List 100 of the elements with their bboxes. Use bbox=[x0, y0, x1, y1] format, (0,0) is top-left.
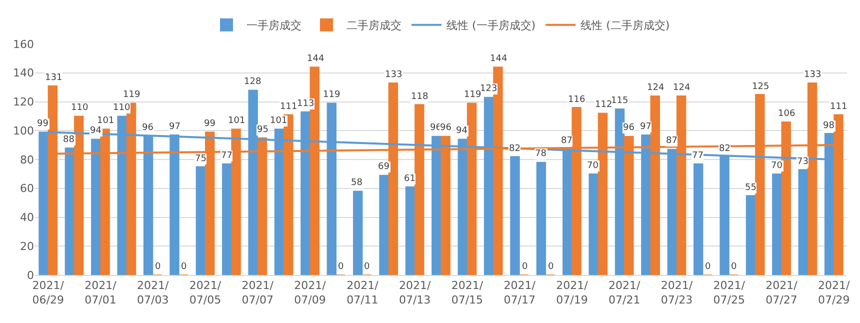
x-tick-label: 2021/07/25 bbox=[713, 279, 746, 306]
y-tick-label: 140 bbox=[13, 66, 34, 80]
data-label: 128 bbox=[244, 77, 262, 87]
x-tick-label: 2021/07/19 bbox=[556, 279, 588, 306]
data-label: 0 bbox=[338, 262, 344, 272]
bar bbox=[405, 186, 416, 275]
y-tick-label: 80 bbox=[20, 153, 34, 166]
data-label: 94 bbox=[456, 126, 468, 136]
bar bbox=[222, 163, 232, 275]
data-label: 125 bbox=[752, 82, 770, 92]
data-label: 98 bbox=[823, 121, 835, 131]
legend-label: 二手房成交 bbox=[346, 19, 402, 32]
bar bbox=[196, 166, 206, 275]
data-label: 99 bbox=[37, 119, 49, 129]
data-label: 73 bbox=[797, 157, 808, 167]
data-label: 99 bbox=[204, 119, 216, 129]
data-label: 115 bbox=[611, 96, 628, 106]
x-tick-label: 2021/07/05 bbox=[189, 279, 222, 306]
y-tick-label: 20 bbox=[20, 240, 34, 253]
bar bbox=[746, 195, 756, 275]
data-label: 144 bbox=[307, 54, 324, 64]
data-label: 113 bbox=[297, 99, 314, 109]
bar bbox=[588, 173, 598, 275]
data-label: 0 bbox=[181, 262, 187, 272]
bar bbox=[510, 156, 520, 275]
data-label: 101 bbox=[228, 116, 246, 126]
data-label: 112 bbox=[595, 100, 612, 110]
bar bbox=[352, 190, 363, 275]
data-label: 133 bbox=[385, 70, 402, 80]
data-label: 61 bbox=[404, 174, 416, 184]
data-label: 0 bbox=[705, 262, 711, 272]
data-label: 118 bbox=[411, 92, 428, 102]
data-label: 87 bbox=[666, 136, 678, 146]
data-label: 110 bbox=[71, 103, 88, 113]
bar bbox=[536, 162, 546, 275]
data-label: 0 bbox=[364, 262, 370, 272]
legend-label: 一手房成交 bbox=[246, 19, 302, 32]
data-label: 119 bbox=[464, 90, 482, 100]
data-label: 82 bbox=[719, 144, 730, 154]
legend-label: 线性 (一手房成交) bbox=[446, 19, 536, 32]
data-label: 124 bbox=[647, 83, 664, 93]
x-tick-label: 2021/07/01 bbox=[84, 279, 117, 306]
data-label: 95 bbox=[257, 125, 268, 135]
data-label: 119 bbox=[123, 90, 140, 100]
x-tick-label: 2021/07/23 bbox=[660, 279, 693, 306]
bar bbox=[379, 174, 389, 275]
y-tick-label: 0 bbox=[27, 268, 34, 282]
y-tick-label: 120 bbox=[13, 96, 34, 109]
x-tick-label: 2021/06/29 bbox=[32, 279, 64, 306]
data-label: 82 bbox=[509, 144, 520, 154]
data-label: 123 bbox=[480, 84, 498, 94]
bar bbox=[91, 138, 101, 275]
data-label: 124 bbox=[673, 83, 690, 93]
x-tick-label: 2021/07/03 bbox=[137, 279, 170, 306]
data-label: 116 bbox=[568, 95, 586, 105]
x-tick-label: 2021/07/21 bbox=[608, 279, 640, 306]
data-label: 70 bbox=[587, 161, 599, 171]
data-label: 87 bbox=[561, 136, 572, 146]
data-label: 131 bbox=[45, 73, 62, 83]
data-label: 97 bbox=[169, 122, 180, 132]
data-label: 133 bbox=[804, 70, 822, 80]
y-tick-label: 100 bbox=[13, 124, 34, 138]
data-label: 88 bbox=[63, 135, 75, 145]
bar bbox=[798, 169, 808, 275]
data-label: 111 bbox=[280, 102, 298, 112]
data-label: 77 bbox=[221, 151, 232, 161]
x-tick-label: 2021/07/17 bbox=[504, 279, 536, 306]
data-label: 96 bbox=[623, 123, 635, 133]
bar bbox=[694, 163, 704, 275]
bar bbox=[64, 147, 75, 275]
data-label: 0 bbox=[548, 262, 554, 272]
x-tick-label: 2021/07/29 bbox=[818, 279, 850, 306]
data-label: 111 bbox=[830, 102, 848, 112]
data-label: 55 bbox=[745, 183, 756, 193]
data-label: 144 bbox=[490, 54, 508, 64]
y-tick-label: 160 bbox=[13, 38, 34, 51]
x-tick-label: 2021/07/13 bbox=[398, 279, 431, 306]
data-label: 110 bbox=[113, 103, 130, 113]
data-label: 70 bbox=[771, 161, 783, 171]
data-label: 119 bbox=[323, 90, 340, 100]
x-tick-label: 2021/07/11 bbox=[346, 279, 379, 306]
data-label: 101 bbox=[270, 116, 288, 126]
x-tick-label: 2021/07/07 bbox=[242, 279, 274, 306]
data-label: 77 bbox=[692, 151, 704, 161]
y-tick-label: 60 bbox=[20, 182, 34, 196]
data-label: 106 bbox=[778, 109, 796, 119]
x-tick-label: 2021/07/09 bbox=[294, 279, 326, 306]
data-label: 58 bbox=[351, 178, 363, 188]
y-tick-label: 40 bbox=[20, 211, 34, 224]
x-tick-label: 2021/07/27 bbox=[766, 279, 798, 306]
x-tick-label: 2021/07/15 bbox=[451, 279, 484, 306]
data-label: 78 bbox=[535, 149, 547, 159]
data-label: 97 bbox=[640, 122, 652, 132]
data-label: 75 bbox=[195, 154, 206, 164]
data-label: 101 bbox=[97, 116, 114, 126]
data-label: 96 bbox=[142, 123, 154, 133]
data-label: 0 bbox=[522, 262, 528, 272]
bar bbox=[772, 173, 782, 275]
data-label: 0 bbox=[731, 262, 737, 272]
data-label: 69 bbox=[378, 162, 390, 172]
